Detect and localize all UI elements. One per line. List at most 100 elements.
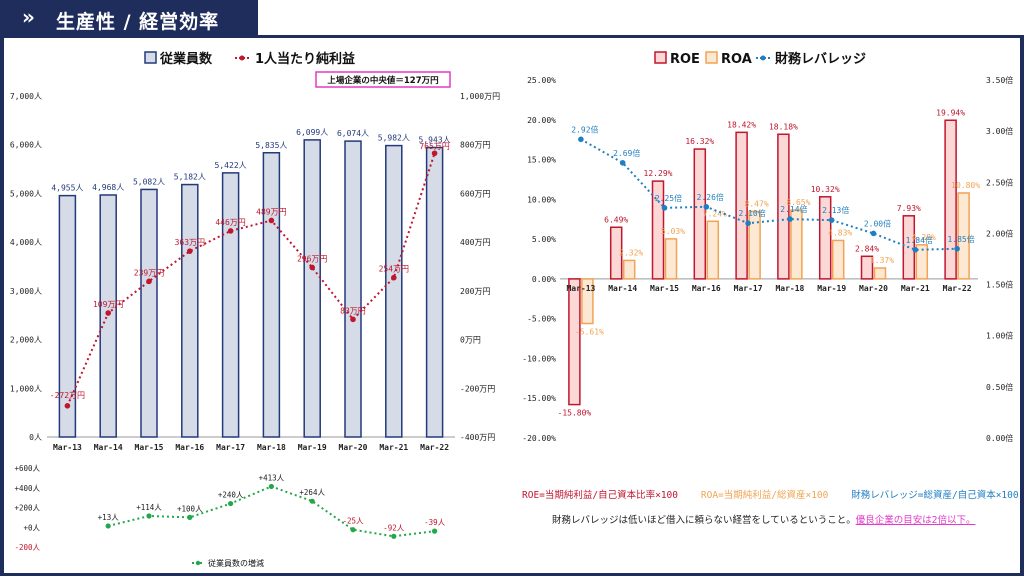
- change-point: [268, 483, 274, 490]
- roa-label: -5.61%: [575, 328, 604, 337]
- change-point: [391, 533, 397, 539]
- leverage-note: 財務レバレッジは低いほど借入に頼らない経営をしているということ。優良企業の目安は…: [552, 512, 975, 526]
- employee-bar: [262, 152, 281, 438]
- y-tick-left: 0人: [29, 433, 42, 442]
- x-tick: Mar-19: [298, 443, 327, 452]
- roe-y-tick: 5.00%: [532, 235, 556, 244]
- roa-bar: [622, 259, 636, 280]
- change-point: [105, 523, 111, 529]
- roe-label: 16.32%: [685, 137, 714, 146]
- roe-y-tick: -15.00%: [522, 394, 556, 403]
- change-label: +100人: [177, 504, 203, 513]
- leverage-label: 2.13倍: [822, 205, 849, 215]
- roe-bar: [651, 180, 665, 280]
- change-y-tick: -200人: [14, 543, 40, 552]
- legend-swatch-roe: [654, 51, 667, 64]
- y-tick-left: 6,000人: [10, 141, 42, 150]
- bottom-border: [0, 573, 1024, 576]
- employee-bar-label: 5,943人: [419, 135, 451, 144]
- x-tick: Mar-17: [216, 443, 245, 452]
- x-tick: Mar-16: [692, 284, 721, 293]
- change-label: +13人: [98, 513, 120, 522]
- employee-bar-label: 5,082人: [133, 177, 165, 186]
- leverage-line: [580, 138, 958, 251]
- roa-label: 10.80%: [951, 181, 980, 190]
- roe-bar: [944, 119, 957, 280]
- x-tick: Mar-15: [650, 284, 679, 293]
- change-legend-label: 従業員数の増減: [208, 558, 264, 568]
- y-tick-left: 3,000人: [10, 287, 42, 296]
- leverage-point: [954, 245, 960, 252]
- x-tick: Mar-14: [608, 284, 637, 293]
- leverage-label: 2.25倍: [655, 193, 682, 203]
- leverage-point: [828, 217, 835, 223]
- legend-marker-profit: [239, 55, 245, 61]
- roe-bar: [693, 148, 707, 280]
- change-point: [228, 500, 234, 507]
- legend-swatch-employees: [144, 51, 157, 64]
- profit-label: 363万円: [175, 238, 205, 247]
- profit-point: [187, 248, 193, 254]
- roe-y-tick: 10.00%: [527, 195, 556, 204]
- roe-label: 12.29%: [644, 169, 673, 178]
- change-label: +264人: [299, 488, 325, 497]
- leverage-label: 2.10倍: [738, 208, 765, 218]
- change-y-tick: +200人: [14, 504, 40, 513]
- profit-label: 83万円: [340, 306, 366, 315]
- change-label: -92人: [383, 523, 405, 532]
- change-point: [309, 498, 315, 504]
- roe-label: 18.42%: [727, 120, 756, 129]
- leverage-point: [661, 205, 668, 211]
- roa-label: 2.32%: [619, 248, 643, 257]
- roa-bar: [957, 192, 970, 280]
- roe-y-tick: -10.00%: [522, 354, 556, 363]
- leverage-label: 1.84倍: [906, 235, 933, 245]
- employee-bar-label: 6,074人: [337, 129, 369, 138]
- employee-bar: [140, 188, 158, 438]
- employee-bar-label: 5,835人: [255, 141, 287, 150]
- change-label: -25人: [342, 517, 364, 526]
- profit-point: [350, 316, 356, 323]
- right-border: [1020, 38, 1024, 576]
- change-y-tick: +0人: [23, 523, 40, 532]
- roa-bar: [748, 210, 761, 280]
- roa-bar: [831, 239, 845, 280]
- roa-label: 5.03%: [661, 227, 685, 236]
- change-y-tick: +600人: [14, 464, 40, 473]
- employee-bar: [344, 140, 362, 438]
- x-tick: Mar-20: [339, 443, 368, 452]
- profit-label: 254万円: [379, 265, 409, 274]
- profit-label: 109万円: [93, 300, 123, 309]
- leverage-label: 2.92倍: [571, 124, 598, 134]
- legend-label-roe: ROE: [670, 52, 700, 67]
- profit-label: 446万円: [215, 218, 245, 227]
- employee-bar: [58, 194, 77, 438]
- change-point: [350, 527, 356, 533]
- x-tick: Mar-18: [257, 443, 286, 452]
- leverage-label: 2.26倍: [697, 192, 724, 202]
- leverage-y-tick: 2.50倍: [986, 177, 1013, 187]
- change-legend-marker: [195, 560, 201, 566]
- roe-bar: [735, 131, 748, 280]
- roe-label: 18.18%: [769, 122, 798, 131]
- roa-bar: [706, 220, 720, 280]
- roa-label: 4.83%: [828, 228, 852, 237]
- leverage-y-tick: 1.50倍: [986, 280, 1013, 290]
- change-label: -39人: [424, 518, 446, 527]
- x-tick: Mar-17: [734, 284, 763, 293]
- roa-label: 4.28%: [912, 233, 936, 242]
- x-tick: Mar-15: [135, 443, 164, 452]
- leverage-point: [703, 204, 710, 210]
- x-tick: Mar-22: [943, 284, 972, 293]
- change-point: [432, 528, 438, 534]
- profit-point: [227, 228, 234, 234]
- leverage-y-tick: 0.50倍: [986, 382, 1013, 392]
- change-label: +114人: [136, 503, 162, 512]
- roe-label: 6.49%: [604, 215, 628, 224]
- roa-bar: [790, 209, 803, 280]
- profit-label: 765万円: [419, 142, 449, 151]
- x-tick: Mar-16: [175, 443, 204, 452]
- legend-swatch-roa: [705, 51, 718, 64]
- employee-bar: [385, 144, 403, 438]
- roe-label: -15.80%: [558, 409, 592, 418]
